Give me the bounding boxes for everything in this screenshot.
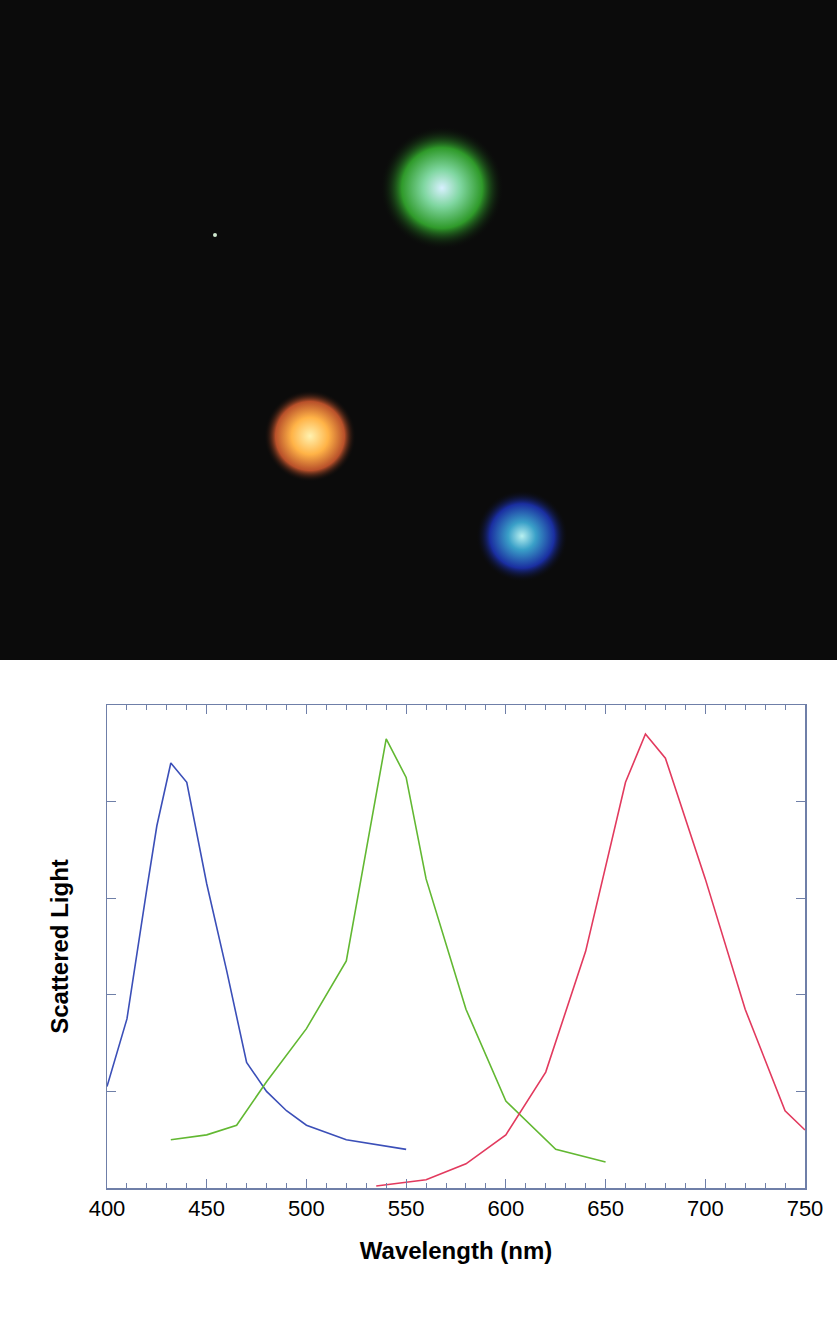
svg-text:Wavelength (nm): Wavelength (nm) [360, 1237, 552, 1264]
svg-text:Scattered Light: Scattered Light [46, 859, 73, 1034]
svg-text:750: 750 [787, 1196, 824, 1221]
svg-text:650: 650 [587, 1196, 624, 1221]
svg-text:450: 450 [188, 1196, 225, 1221]
svg-text:600: 600 [488, 1196, 525, 1221]
svg-text:500: 500 [288, 1196, 325, 1221]
svg-text:700: 700 [687, 1196, 724, 1221]
svg-text:550: 550 [388, 1196, 425, 1221]
svg-text:400: 400 [89, 1196, 126, 1221]
